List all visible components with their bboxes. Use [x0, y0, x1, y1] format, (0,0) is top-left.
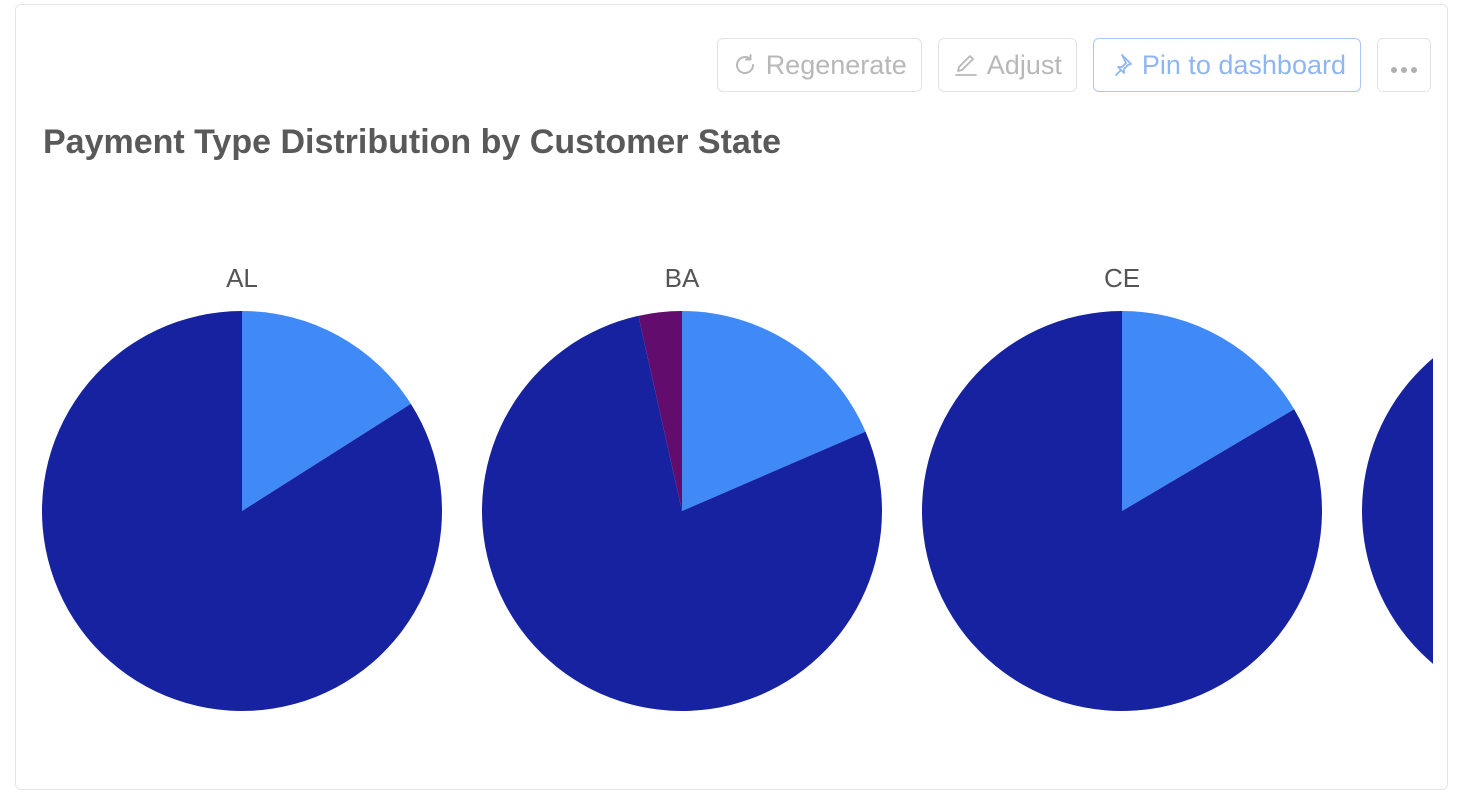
pie-slice[interactable]: [638, 311, 682, 511]
pie-partial: [1362, 311, 1433, 711]
adjust-label: Adjust: [986, 49, 1062, 80]
more-horizontal-icon: [1390, 50, 1418, 81]
chart-card: Regenerate Adjust Pin to dashboard: [15, 4, 1448, 790]
pie-label: BA: [665, 263, 700, 293]
more-options-button[interactable]: [1377, 38, 1431, 92]
pie-slice[interactable]: [682, 311, 866, 511]
pin-to-dashboard-button[interactable]: Pin to dashboard: [1092, 38, 1361, 92]
pie-slice[interactable]: [41, 311, 442, 711]
pie-slice[interactable]: [922, 311, 1323, 711]
pin-label: Pin to dashboard: [1141, 49, 1346, 80]
pie-al: AL: [41, 263, 442, 711]
regenerate-label: Regenerate: [765, 49, 907, 80]
pie-slice[interactable]: [482, 315, 883, 711]
refresh-icon: [732, 52, 758, 78]
pie-slice[interactable]: [1362, 311, 1433, 711]
pie-chart: AL BA CE: [41, 263, 1433, 711]
chart-title: Payment Type Distribution by Customer St…: [43, 123, 782, 161]
regenerate-button[interactable]: Regenerate: [716, 38, 922, 92]
pie-ce: CE: [922, 263, 1323, 711]
pin-icon: [1108, 52, 1134, 78]
pie-slice[interactable]: [1122, 311, 1295, 511]
pie-label: CE: [1104, 263, 1140, 293]
pie-label: AL: [226, 263, 258, 293]
chart-toolbar: Regenerate Adjust Pin to dashboard: [716, 38, 1431, 92]
adjust-button[interactable]: Adjust: [937, 38, 1077, 92]
pie-slice[interactable]: [242, 311, 411, 511]
pie-ba: BA: [482, 263, 883, 711]
pencil-icon: [953, 52, 979, 78]
